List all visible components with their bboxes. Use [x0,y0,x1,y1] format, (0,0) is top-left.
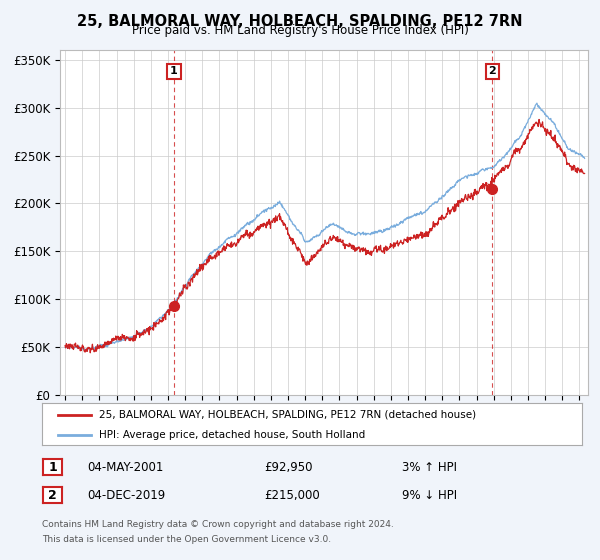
Text: 25, BALMORAL WAY, HOLBEACH, SPALDING, PE12 7RN (detached house): 25, BALMORAL WAY, HOLBEACH, SPALDING, PE… [98,410,476,420]
Text: 2: 2 [488,67,496,77]
Text: HPI: Average price, detached house, South Holland: HPI: Average price, detached house, Sout… [98,430,365,440]
Text: 1: 1 [49,460,57,474]
Text: £215,000: £215,000 [264,489,320,502]
Text: 3% ↑ HPI: 3% ↑ HPI [402,461,457,474]
Text: This data is licensed under the Open Government Licence v3.0.: This data is licensed under the Open Gov… [42,535,331,544]
Text: 1: 1 [170,67,178,77]
Text: Contains HM Land Registry data © Crown copyright and database right 2024.: Contains HM Land Registry data © Crown c… [42,520,394,529]
Text: 04-MAY-2001: 04-MAY-2001 [87,461,163,474]
Text: 04-DEC-2019: 04-DEC-2019 [87,489,165,502]
Text: 2: 2 [49,488,57,502]
Text: 25, BALMORAL WAY, HOLBEACH, SPALDING, PE12 7RN: 25, BALMORAL WAY, HOLBEACH, SPALDING, PE… [77,14,523,29]
Text: 9% ↓ HPI: 9% ↓ HPI [402,489,457,502]
Text: £92,950: £92,950 [264,461,313,474]
Text: Price paid vs. HM Land Registry's House Price Index (HPI): Price paid vs. HM Land Registry's House … [131,24,469,36]
